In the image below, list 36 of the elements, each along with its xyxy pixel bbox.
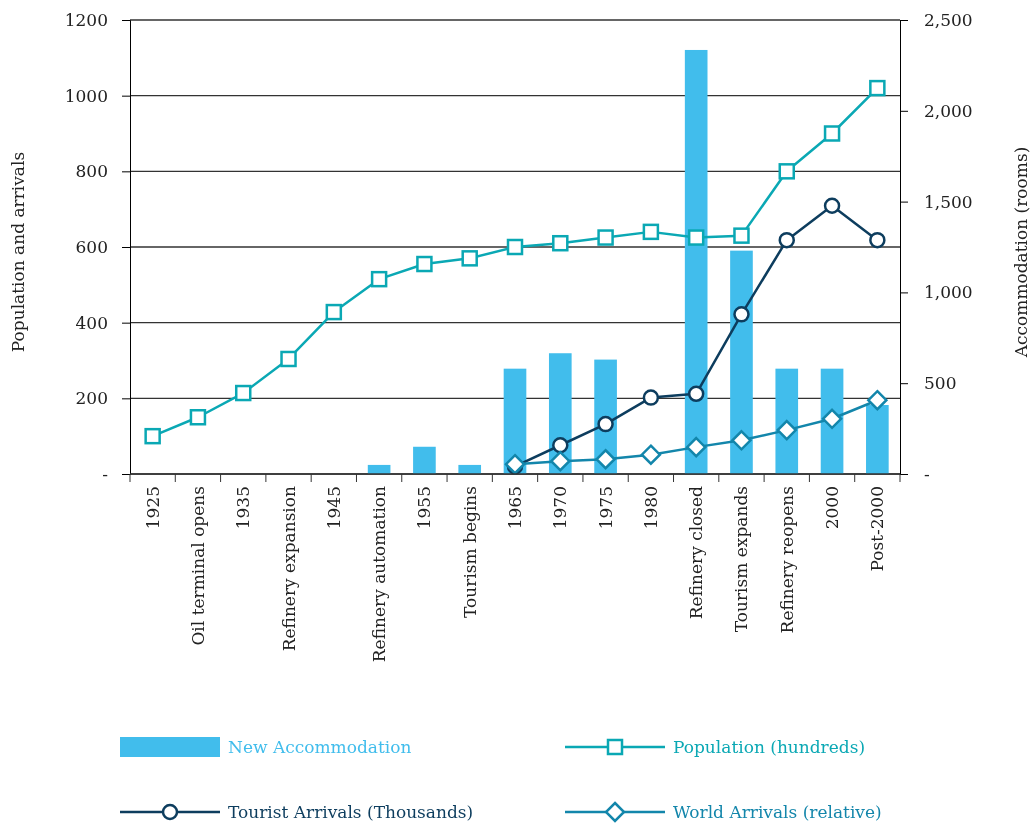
x-tick-label: 1980: [640, 486, 661, 530]
x-tick-label: 1975: [595, 486, 616, 530]
y2-tick-label: 2,000: [924, 100, 973, 121]
x-tick-label: Refinery automation: [369, 485, 390, 663]
y-tick-label: 400: [75, 312, 108, 333]
x-tick-label: Oil terminal opens: [187, 486, 208, 646]
x-tick-label: Post-2000: [867, 486, 888, 572]
x-tick-label: 1970: [550, 486, 571, 530]
text: New Accommodation: [228, 737, 412, 757]
x-tick-label: 2000: [822, 486, 843, 530]
x-tick-label: Refinery expansion: [278, 485, 299, 652]
y2-tick-label: 2,500: [924, 9, 973, 30]
x-tick-label: Tourism begins: [459, 486, 480, 618]
text: Tourist Arrivals (Thousands): [228, 802, 474, 822]
x-tick-label: 1925: [142, 486, 163, 530]
y2-tick-label: 500: [924, 373, 957, 394]
x-tick-label: Tourism expands: [731, 486, 752, 633]
y-tick-label: 800: [75, 161, 108, 182]
x-tick-label: Refinery closed: [686, 485, 707, 620]
text: Population (hundreds): [673, 737, 866, 757]
y-tick-label: 1000: [64, 85, 108, 106]
y-tick-label: 600: [75, 236, 108, 257]
y2-tick-label: 1,000: [924, 282, 973, 303]
y-tick-label: -: [102, 463, 108, 484]
x-tick-label: 1965: [505, 486, 525, 530]
y2-axis-title: Accommodation (rooms): [1011, 146, 1031, 359]
y-tick-label: 200: [75, 388, 108, 409]
x-tick-label: 1935: [233, 486, 254, 530]
text: World Arrivals (relative): [673, 802, 882, 822]
y2-tick-label: 1,500: [924, 191, 973, 212]
x-tick-label: 1955: [414, 486, 435, 530]
y-tick-label: 1200: [64, 9, 108, 30]
y2-tick-label: -: [924, 463, 930, 484]
x-tick-label: 1945: [323, 486, 344, 530]
x-tick-label: Refinery reopens: [776, 486, 797, 634]
y-axis-title: Population and arrivals: [8, 151, 28, 353]
